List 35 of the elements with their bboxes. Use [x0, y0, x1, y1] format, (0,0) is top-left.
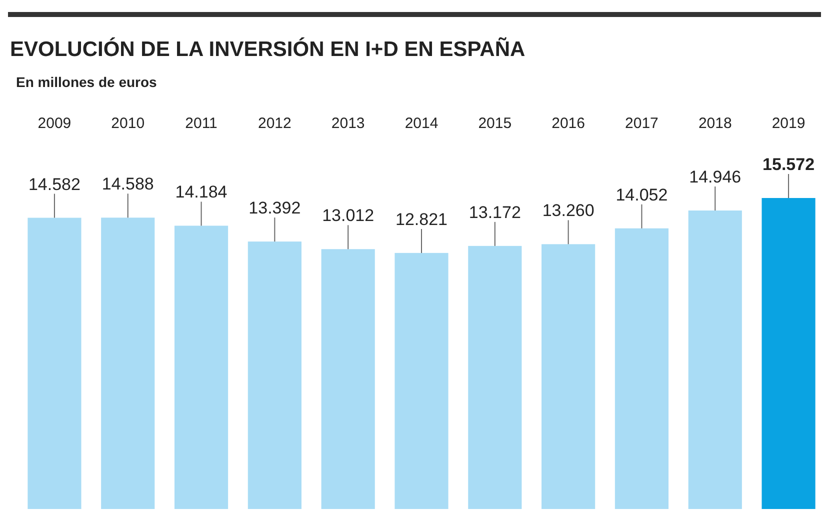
- x-tick-label: 2015: [478, 115, 512, 132]
- bar: [248, 242, 302, 509]
- bar: [614, 228, 669, 509]
- x-tick-label: 2012: [258, 115, 292, 132]
- chart-title: EVOLUCIÓN DE LA INVERSIÓN EN I+D EN ESPAÑA: [10, 37, 526, 61]
- data-label: 14.582: [28, 174, 80, 194]
- bar: [174, 226, 228, 509]
- bar: [28, 218, 82, 509]
- bar: [688, 210, 742, 509]
- bar: [321, 249, 375, 509]
- x-tick-label: 2013: [331, 115, 365, 132]
- data-label: 13.172: [468, 202, 521, 222]
- data-label: 13.012: [322, 206, 374, 226]
- x-tick-label: 2016: [552, 115, 585, 132]
- data-label: 14.946: [689, 168, 742, 186]
- data-label: 14.588: [102, 174, 154, 194]
- x-tick-label: 2018: [698, 115, 732, 132]
- x-tick-label: 2017: [625, 115, 658, 132]
- bar: [762, 198, 816, 509]
- x-tick-label: 2011: [185, 115, 218, 132]
- x-tick-label: 2010: [111, 115, 145, 132]
- data-label: 14.184: [175, 182, 228, 202]
- data-label: 14.052: [616, 185, 668, 204]
- data-label: 13.260: [542, 201, 594, 220]
- x-tick-label: 2019: [772, 115, 806, 132]
- bar: [394, 252, 448, 509]
- x-tick-label: 2014: [404, 115, 438, 132]
- data-label: 15.572: [762, 155, 815, 174]
- x-tick-label: 2009: [38, 115, 72, 132]
- bar: [468, 246, 522, 509]
- chart-subtitle: En millones de euros: [16, 74, 158, 90]
- data-label: 12.821: [396, 210, 448, 229]
- data-label: 13.392: [248, 198, 301, 218]
- bar: [542, 244, 596, 509]
- bar: [101, 218, 155, 509]
